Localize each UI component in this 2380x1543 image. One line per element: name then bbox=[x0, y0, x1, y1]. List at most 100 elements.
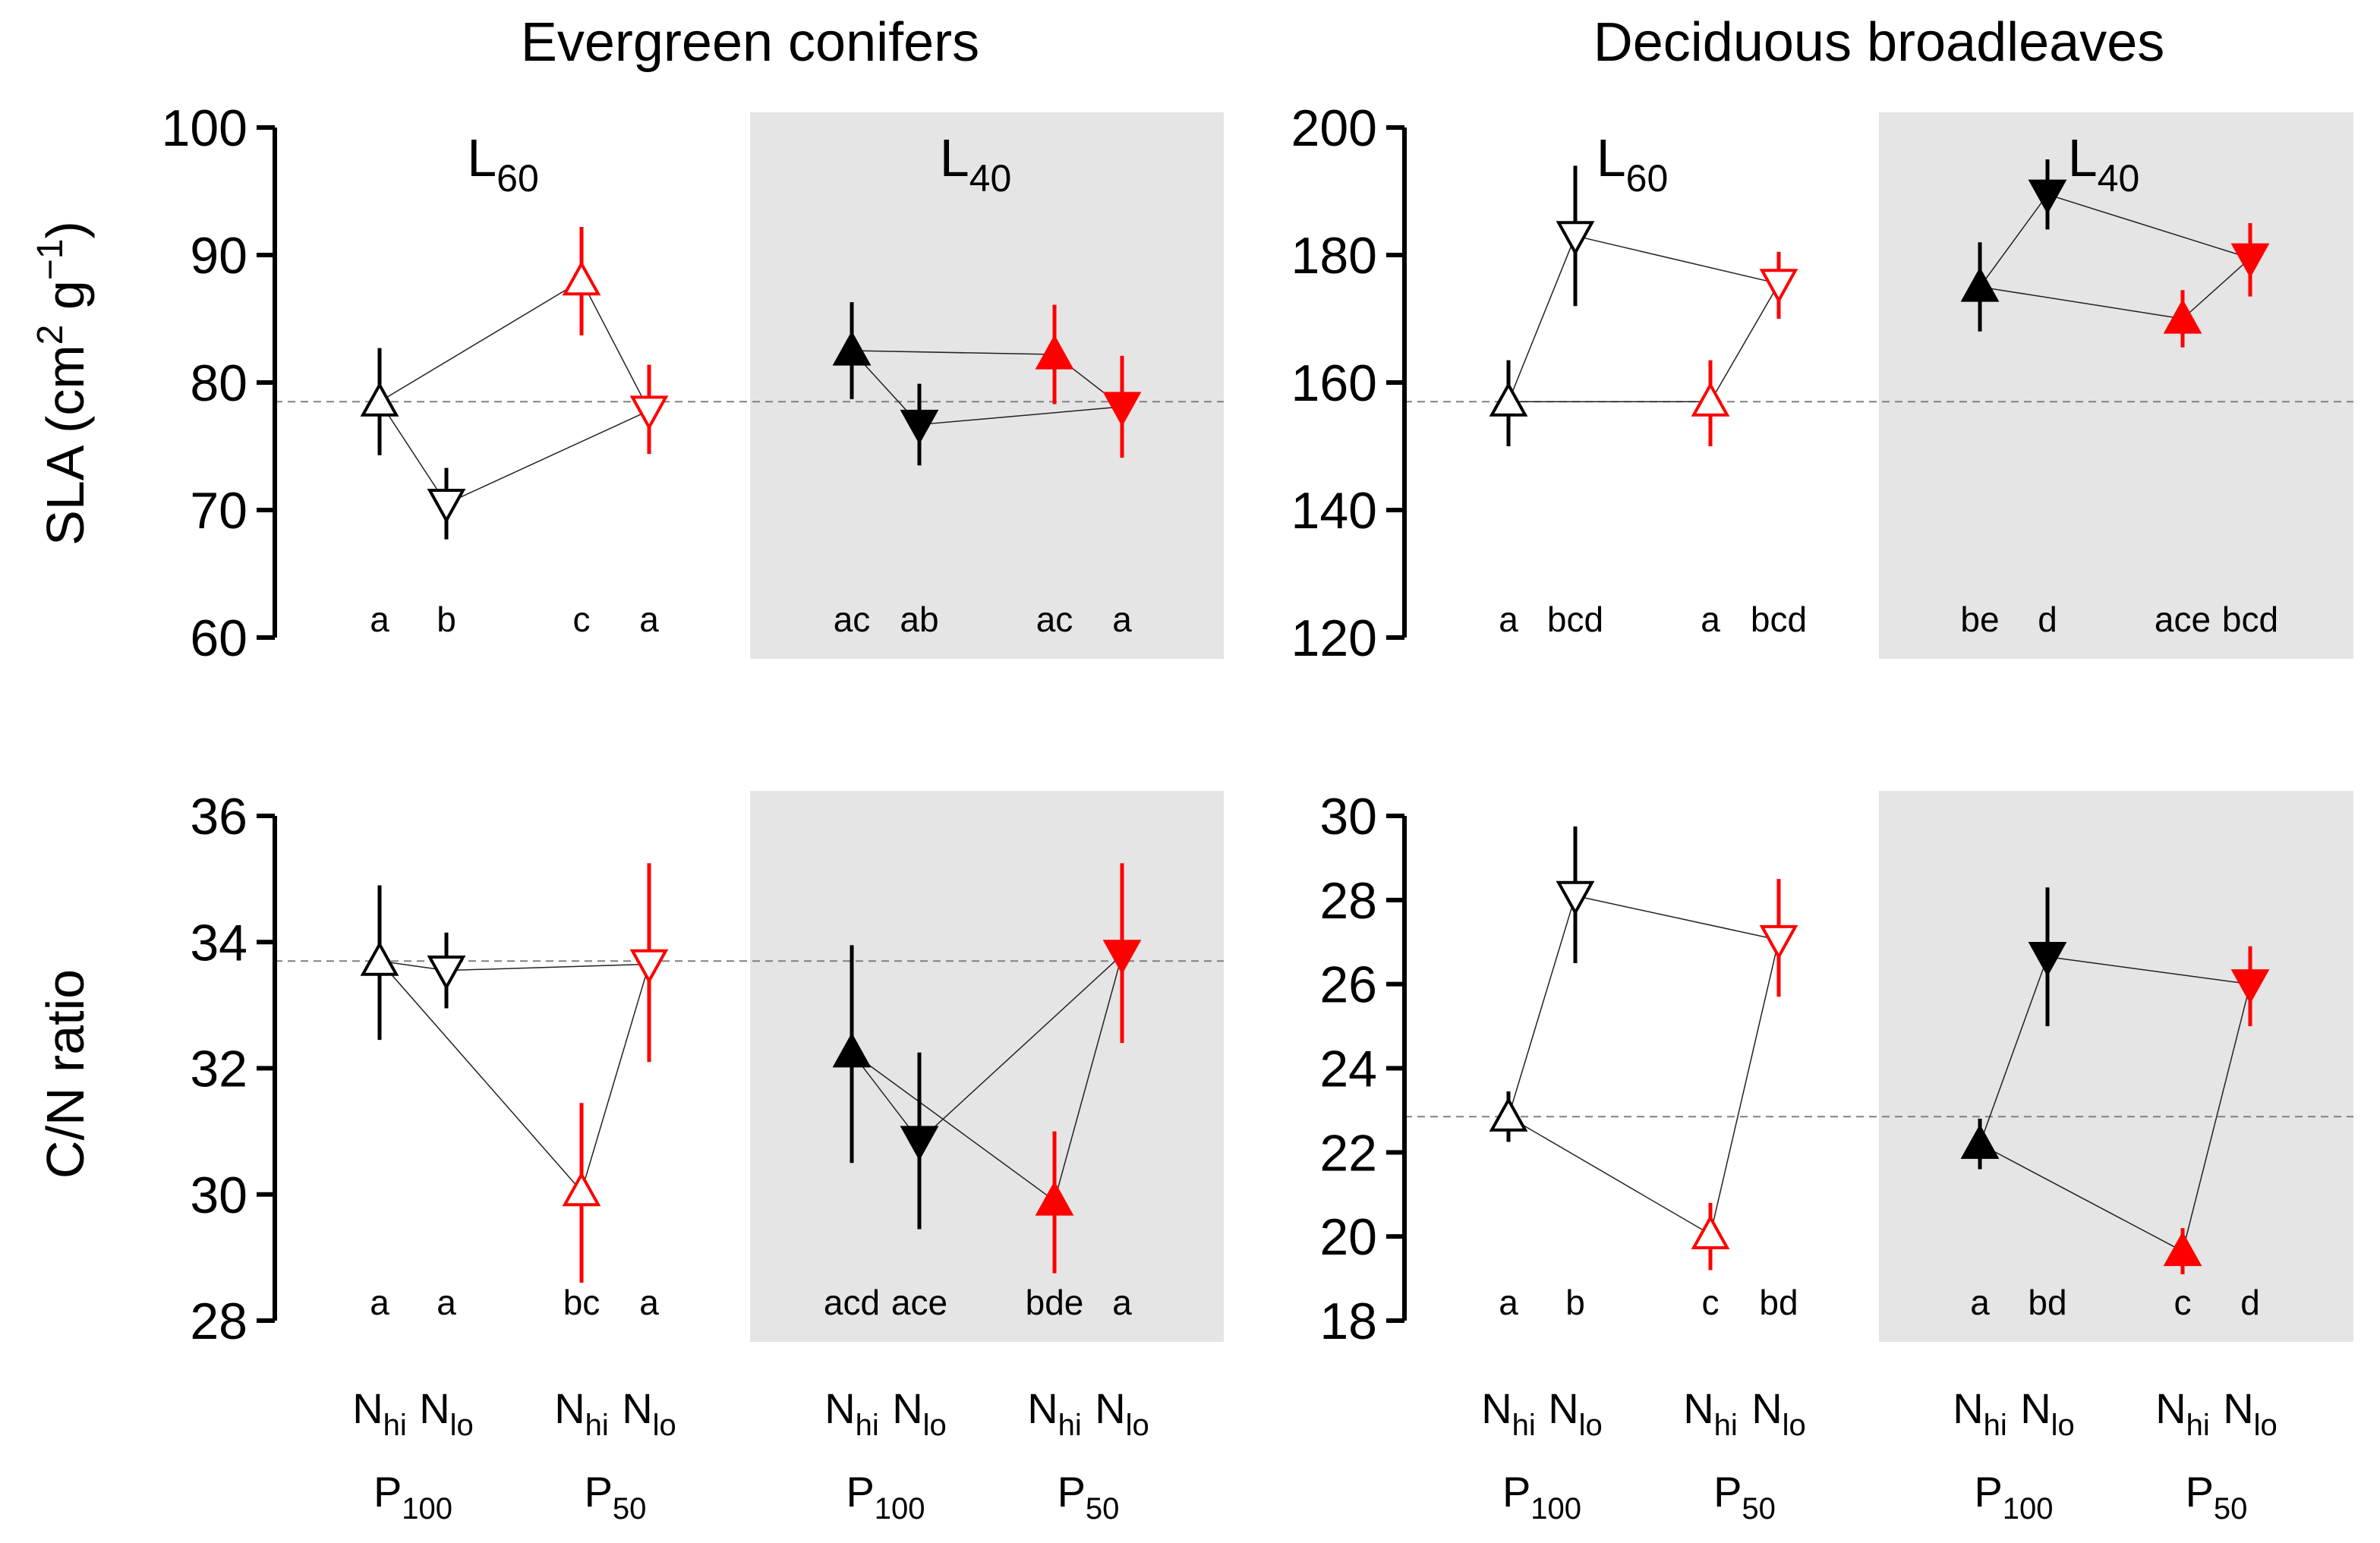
connector-line bbox=[1508, 235, 1576, 402]
significance-letter: c bbox=[2174, 1283, 2192, 1322]
significance-letter: be bbox=[1960, 600, 1999, 639]
significance-letter: ac bbox=[1036, 600, 1073, 639]
data-point-triangle-down bbox=[1759, 924, 1798, 960]
l40-shaded-region bbox=[750, 112, 1224, 659]
y-tick-label: 32 bbox=[190, 1041, 247, 1098]
n-level-label: Nlo bbox=[1751, 1384, 1806, 1442]
y-tick-label: 120 bbox=[1291, 609, 1377, 667]
n-level-label: Nhi bbox=[824, 1384, 879, 1442]
data-point-triangle-down bbox=[2230, 969, 2270, 1004]
connector-line bbox=[2182, 257, 2251, 320]
significance-letter: c bbox=[573, 600, 591, 639]
connector-line bbox=[851, 350, 1055, 355]
significance-letter: d bbox=[2038, 600, 2057, 639]
significance-letter: bd bbox=[1759, 1283, 1798, 1322]
data-point-triangle-up bbox=[562, 1171, 601, 1207]
data-point-triangle-down bbox=[1759, 269, 1798, 304]
data-point-triangle-up bbox=[360, 382, 399, 417]
significance-letter: a bbox=[1499, 600, 1518, 639]
significance-letter: a bbox=[1701, 600, 1720, 639]
y-tick-label: 60 bbox=[190, 609, 247, 667]
y-tick-label: 90 bbox=[190, 227, 247, 285]
data-point-triangle-up bbox=[1960, 1124, 2000, 1159]
connector-line bbox=[919, 406, 1123, 426]
connector-line bbox=[1575, 235, 1779, 285]
data-point-triangle-down bbox=[1556, 880, 1595, 916]
group-title-conifers: Evergreen conifers bbox=[521, 12, 979, 73]
connector-line bbox=[2047, 956, 2251, 985]
significance-letter: b bbox=[1565, 1283, 1585, 1322]
connector-line bbox=[1508, 1116, 1711, 1236]
data-point-triangle-up bbox=[1035, 1180, 1074, 1216]
n-level-label: Nlo bbox=[622, 1384, 676, 1442]
significance-letter: c bbox=[1702, 1283, 1720, 1322]
connector-line bbox=[581, 280, 650, 411]
data-point-triangle-down bbox=[1102, 392, 1142, 427]
connector-line bbox=[1508, 896, 1576, 1117]
y-axis-title-cn: C/N ratio bbox=[36, 969, 95, 1179]
light-label-l60: L60 bbox=[467, 128, 539, 200]
data-point-triangle-up bbox=[2163, 1231, 2202, 1267]
data-point-triangle-down bbox=[427, 489, 466, 524]
y-tick-label: 22 bbox=[1319, 1124, 1377, 1182]
n-level-label: Nhi bbox=[1027, 1384, 1082, 1442]
y-tick-label: 160 bbox=[1291, 354, 1377, 412]
y-tick-label: 30 bbox=[190, 1167, 247, 1224]
connector-line bbox=[581, 964, 650, 1192]
connector-line bbox=[446, 410, 650, 505]
y-tick-label: 28 bbox=[190, 1293, 247, 1350]
data-point-triangle-up bbox=[832, 330, 872, 366]
l40-shaded-region bbox=[1879, 791, 2353, 1342]
p-level-label: P50 bbox=[1713, 1468, 1776, 1526]
connector-line bbox=[1054, 954, 1123, 1201]
data-point-triangle-down bbox=[2028, 179, 2067, 215]
y-tick-label: 200 bbox=[1291, 99, 1377, 157]
data-point-triangle-up bbox=[1035, 334, 1074, 370]
connector-line bbox=[379, 279, 582, 402]
data-point-triangle-down bbox=[1102, 940, 1142, 975]
n-level-label: Nlo bbox=[1095, 1384, 1149, 1442]
n-level-label: Nlo bbox=[419, 1384, 474, 1442]
y-tick-label: 30 bbox=[1319, 788, 1377, 846]
y-axis-title-sla: SLA (cm2 g−1) bbox=[30, 221, 95, 546]
connector-line bbox=[2182, 984, 2251, 1252]
connector-line bbox=[446, 963, 650, 971]
data-point-triangle-down bbox=[427, 956, 466, 990]
data-point-triangle-down bbox=[2028, 942, 2067, 977]
significance-letter: acd bbox=[824, 1283, 880, 1322]
p-level-label: P50 bbox=[1058, 1468, 1120, 1526]
connector-line bbox=[1710, 283, 1779, 402]
n-level-label: Nlo bbox=[2223, 1384, 2278, 1442]
light-label-l40: L40 bbox=[940, 128, 1012, 200]
l40-shaded-region bbox=[1879, 112, 2353, 659]
connector-line bbox=[1575, 895, 1779, 941]
n-level-label: Nhi bbox=[1953, 1384, 2007, 1442]
y-tick-label: 180 bbox=[1291, 227, 1377, 285]
y-tick-label: 26 bbox=[1319, 956, 1377, 1014]
data-point-triangle-down bbox=[900, 1126, 939, 1161]
significance-letter: a bbox=[639, 1283, 659, 1322]
connector-line bbox=[1979, 194, 2048, 288]
p-level-label: P100 bbox=[846, 1468, 925, 1526]
p-level-label: P100 bbox=[1974, 1468, 2053, 1526]
connector-line bbox=[1979, 1143, 2183, 1252]
data-point-triangle-down bbox=[1556, 221, 1595, 256]
significance-letter: a bbox=[437, 1283, 456, 1322]
p-level-label: P100 bbox=[1502, 1468, 1581, 1526]
data-point-triangle-down bbox=[629, 949, 669, 984]
p-level-label: P50 bbox=[2186, 1468, 2248, 1526]
y-tick-label: 20 bbox=[1319, 1208, 1377, 1266]
significance-letter: a bbox=[370, 600, 389, 639]
n-level-label: Nlo bbox=[892, 1384, 947, 1442]
data-point-triangle-up bbox=[1691, 1214, 1730, 1249]
y-tick-label: 24 bbox=[1319, 1041, 1377, 1098]
y-tick-label: 34 bbox=[190, 914, 247, 971]
p-level-label: P50 bbox=[585, 1468, 647, 1526]
y-tick-label: 140 bbox=[1291, 482, 1377, 540]
data-point-triangle-up bbox=[2163, 298, 2202, 334]
